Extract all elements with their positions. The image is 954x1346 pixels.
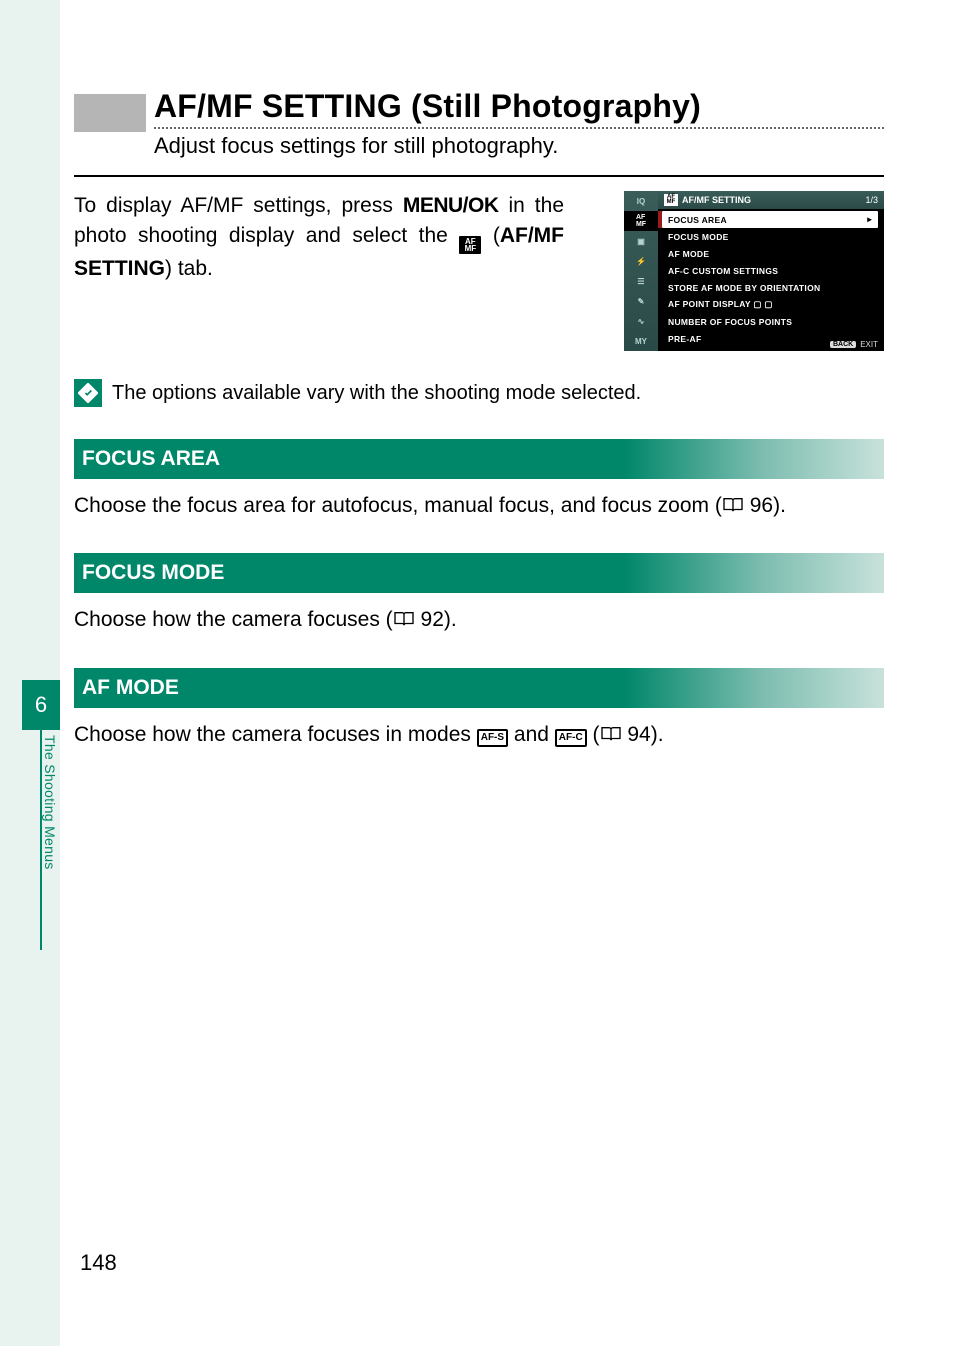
body-open: (: [587, 723, 600, 746]
menu-header: AFMF AF/MF SETTING 1/3: [658, 191, 884, 209]
page-ref-icon: [600, 725, 622, 743]
menu-header-icon: AFMF: [664, 194, 678, 206]
menu-tab: ▣: [624, 231, 658, 251]
section-body: Choose how the camera focuses ( 92).: [74, 605, 884, 635]
page-title: AF/MF SETTING (Still Photography): [154, 88, 884, 129]
menu-tab: MY: [624, 331, 658, 351]
body-mid: and: [508, 723, 555, 746]
menu-tab: ∿: [624, 311, 658, 331]
mode-afs-icon: AF-S: [477, 729, 508, 747]
menu-item-label: FOCUS AREA: [668, 215, 727, 225]
intro-row: To display AF/MF settings, press MENU/OK…: [74, 191, 884, 351]
page-number: 148: [80, 1250, 117, 1276]
menu-tab-active: AF MF: [624, 211, 658, 231]
menu-tab: IQ: [624, 191, 658, 211]
menu-item: NUMBER OF FOCUS POINTS: [668, 313, 792, 330]
section-bar-focus-area: FOCUS AREA: [74, 439, 884, 479]
menu-tab: ⚡: [624, 251, 658, 271]
menu-exit-label: EXIT: [860, 340, 878, 349]
body-text: Choose the focus area for autofocus, man…: [74, 494, 722, 517]
page-ref-num: 96: [750, 494, 773, 517]
mode-afc-icon: AF-C: [555, 729, 587, 747]
menu-tab: ☰: [624, 271, 658, 291]
intro-prefix: To display AF/MF settings, press: [74, 194, 403, 217]
menu-footer: BACK EXIT: [830, 340, 878, 349]
menu-header-title: AF/MF SETTING: [682, 195, 751, 205]
menu-item: AF POINT DISPLAY ▢ ▢: [668, 296, 773, 313]
section-body: Choose the focus area for autofocus, man…: [74, 491, 884, 521]
note-row: The options available vary with the shoo…: [74, 379, 884, 407]
menu-item: AF-C CUSTOM SETTINGS: [668, 262, 778, 279]
chapter-label: The Shooting Menus: [44, 735, 58, 870]
section-bar-af-mode: AF MODE: [74, 668, 884, 708]
chapter-number: 6: [22, 680, 60, 730]
title-row: AF/MF SETTING (Still Photography) Adjust…: [74, 88, 884, 159]
chapter-tab: 6 The Shooting Menus: [22, 680, 60, 950]
menuok-label: MENU/OK: [403, 194, 499, 217]
note-icon: [74, 379, 102, 407]
intro-text: To display AF/MF settings, press MENU/OK…: [74, 191, 564, 285]
page-subtitle: Adjust focus settings for still photogra…: [154, 133, 884, 159]
menu-item-arrow: ▸: [867, 214, 872, 225]
body-text: Choose how the camera focuses in modes: [74, 723, 477, 746]
intro-suffix: ) tab.: [165, 257, 213, 280]
note-text: The options available vary with the shoo…: [112, 382, 641, 405]
menu-item-selected: FOCUS AREA ▸: [662, 211, 878, 228]
menu-item: FOCUS MODE: [668, 228, 729, 245]
body-suffix: ).: [651, 723, 664, 746]
camera-menu-screenshot: IQ AF MF ▣ ⚡ ☰ ✎ ∿ MY AFMF AF/MF SETTING …: [624, 191, 884, 351]
page: 6 The Shooting Menus AF/MF SETTING (Stil…: [0, 0, 954, 1346]
menu-back-badge: BACK: [830, 341, 856, 348]
page-ref-icon: [393, 610, 415, 628]
afmf-tab-icon: AFMF: [459, 236, 481, 254]
body-suffix: ).: [444, 608, 457, 631]
page-ref-num: 92: [421, 608, 444, 631]
section-body: Choose how the camera focuses in modes A…: [74, 720, 884, 750]
body-suffix: ).: [773, 494, 786, 517]
section-bar-focus-mode: FOCUS MODE: [74, 553, 884, 593]
title-rule: [74, 175, 884, 177]
content-area: AF/MF SETTING (Still Photography) Adjust…: [74, 88, 884, 750]
menu-item: STORE AF MODE BY ORIENTATION: [668, 279, 820, 296]
menu-item: AF MODE: [668, 245, 709, 262]
menu-header-page: 1/3: [865, 195, 878, 205]
menu-left-tabs: IQ AF MF ▣ ⚡ ☰ ✎ ∿ MY: [624, 191, 658, 351]
page-ref-icon: [722, 496, 744, 514]
menu-tab: ✎: [624, 291, 658, 311]
title-stack: AF/MF SETTING (Still Photography) Adjust…: [154, 88, 884, 159]
title-decor-block: [74, 94, 146, 132]
page-ref-num: 94: [627, 723, 650, 746]
menu-item: PRE-AF: [668, 330, 701, 347]
body-text: Choose how the camera focuses (: [74, 608, 393, 631]
left-margin: [0, 0, 60, 1346]
